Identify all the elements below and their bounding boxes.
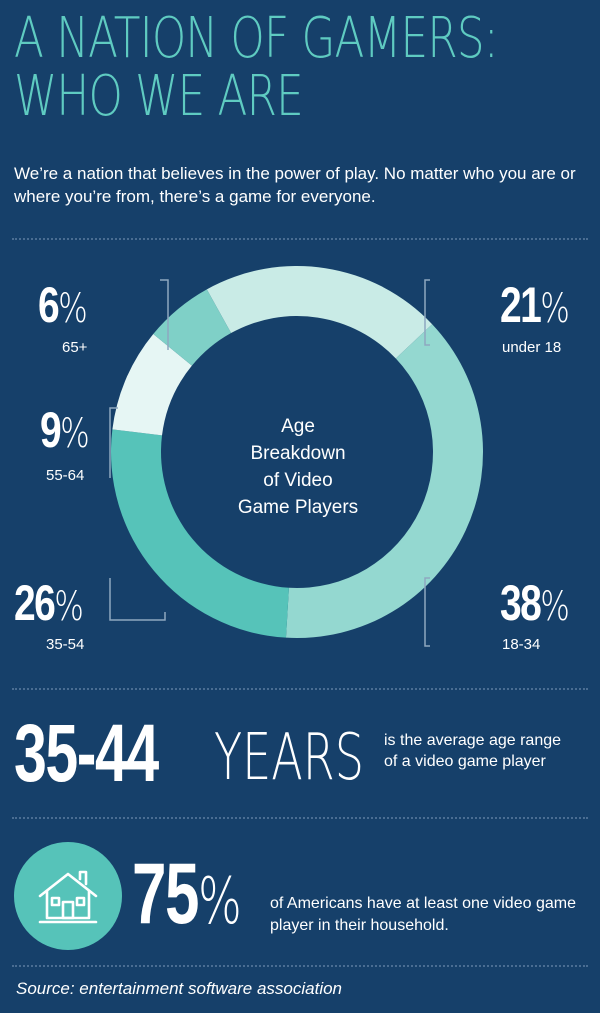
average-age-unit: YEARS [214, 721, 365, 795]
title-line-1: A NATION OF GAMERS: [14, 6, 499, 71]
donut-slice-65-plus [153, 289, 232, 366]
slice-value-under-18: 21% [500, 277, 570, 333]
divider [12, 965, 588, 967]
divider [12, 238, 588, 240]
slice-value-65-plus: 6% [38, 277, 88, 333]
slice-label-65-plus: 65+ [62, 339, 88, 356]
chart-center-label: Age Breakdown of Video Game Players [218, 413, 378, 521]
slice-value-55-64: 9% [40, 402, 90, 458]
intro-text: We’re a nation that believes in the powe… [14, 164, 576, 206]
source-note: Source: entertainment software associati… [16, 979, 343, 998]
slice-label-35-54: 35-54 [46, 636, 85, 653]
page-title: A NATION OF GAMERS: WHO WE ARE [14, 6, 499, 129]
slice-value-35-54: 26% [14, 575, 84, 631]
slice-label-under-18: under 18 [502, 339, 562, 356]
slice-label-55-64: 55-64 [46, 467, 85, 484]
bracket-65-plus [160, 279, 169, 350]
slice-label-18-34: 18-34 [502, 636, 541, 653]
donut-slice-18-34 [285, 324, 483, 638]
donut-slice-35-54 [111, 429, 289, 638]
household-description: of Americans have at least one video gam… [270, 895, 576, 934]
donut-slice-under-18 [206, 266, 433, 359]
title-line-2: WHO WE ARE [14, 64, 304, 129]
center-label-line: Age [281, 416, 315, 437]
average-age-description: is the average age range of a video game… [384, 732, 562, 770]
bracket-under-18 [424, 279, 430, 346]
center-label-line: Game Players [237, 497, 359, 518]
house-badge [14, 842, 122, 950]
house-icon [38, 870, 98, 924]
slice-value-18-34: 38% [500, 575, 570, 631]
bracket-18-34 [424, 577, 430, 647]
average-age-value: 35-44 [14, 708, 159, 799]
bracket-55-64 [109, 407, 118, 478]
bracket-35-54 [109, 578, 166, 621]
center-label-line: Breakdown [250, 443, 346, 464]
divider [12, 817, 588, 819]
donut-slice-55-64 [112, 333, 192, 436]
center-label-line: of Video [263, 470, 333, 491]
divider [12, 688, 588, 690]
household-share-value: 75% [132, 846, 242, 942]
